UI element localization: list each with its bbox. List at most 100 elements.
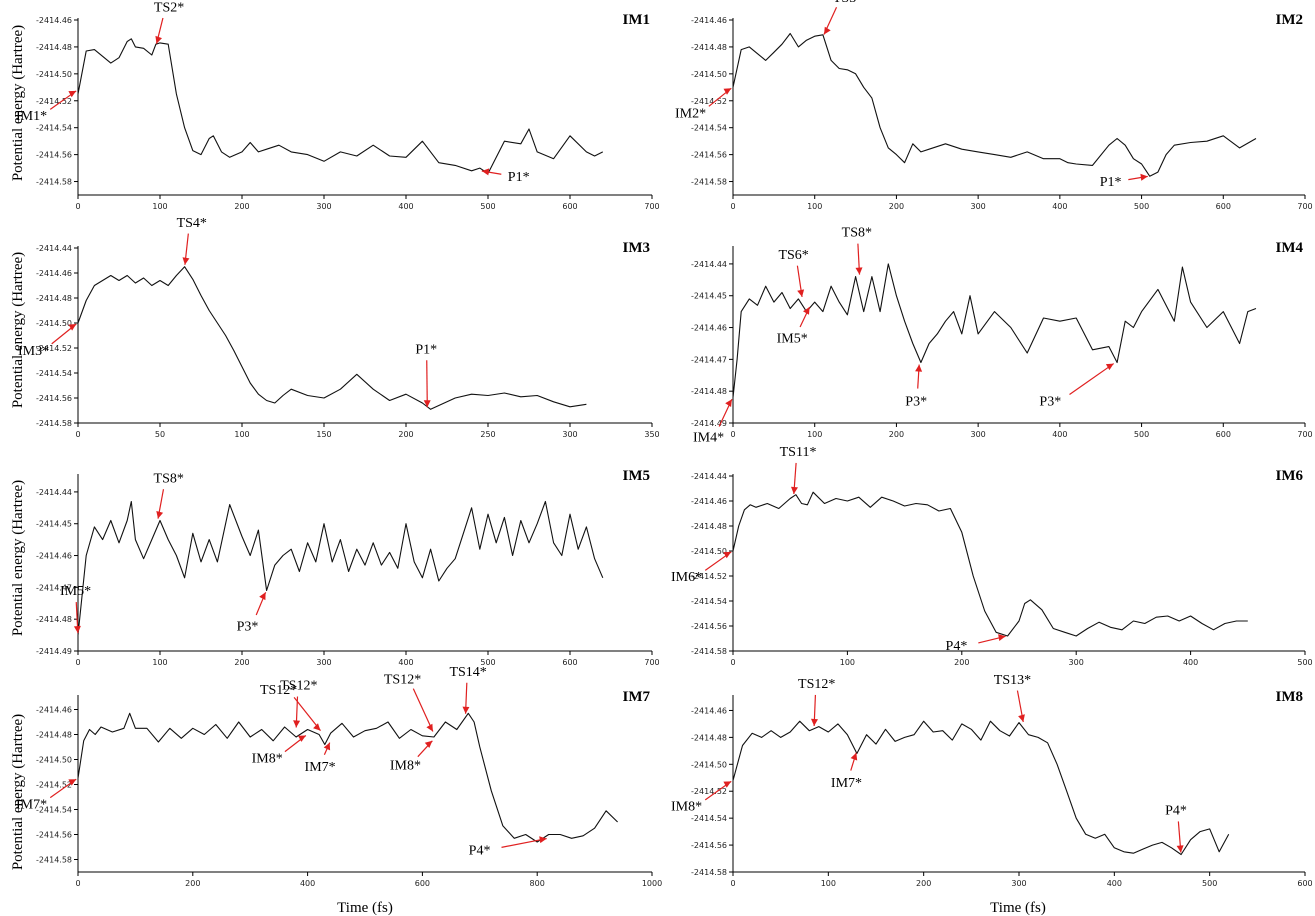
panel-title: IM7 [623,689,651,705]
annotation: P4* [469,836,547,858]
annotation-arrowhead [323,742,331,751]
annotation: IM7* [831,752,862,791]
y-tick-label: -2414.46 [36,706,72,715]
annotation-arrowhead [68,90,77,98]
annotation-arrowhead [182,257,190,265]
y-tick-label: -2414.52 [691,572,727,581]
y-tick-label: -2414.56 [691,622,727,631]
x-axis-label-right: Time (fs) [990,900,1046,916]
y-tick-label: -2414.56 [36,831,72,840]
annotation-arrow [1069,363,1115,395]
chart-panel-IM5: -2414.44 -2414.45 -2414.46 -2414.47 -2414.48… [36,468,660,667]
y-tick-label: -2414.46 [691,16,727,25]
x-tick-label: 0 [730,658,735,667]
panel-title: IM4 [1276,240,1304,256]
x-tick-label: 300 [971,202,986,211]
y-tick-label: -2414.46 [36,269,72,278]
series-line [732,491,1248,637]
y-tick-label: -2414.58 [691,647,727,656]
annotation-arrowhead [423,400,431,408]
y-axis-label-row3: Potential energy (Hartree) [10,480,26,636]
y-tick-label: -2414.44 [36,244,72,253]
panel-title: IM2 [1276,12,1304,28]
annotation-label: IM8* [390,759,421,774]
y-tick-label: -2414.48 [691,43,727,52]
x-tick-label: 400 [398,202,413,211]
annotation-arrowhead [156,511,164,519]
annotation-arrow [293,697,321,731]
y-tick-label: -2414.58 [36,419,72,428]
annotation-arrowhead [481,168,490,176]
annotation: IM6* [671,551,732,585]
annotation-label: IM5* [777,331,808,346]
x-tick-label: 350 [644,430,659,439]
annotation-label: P3* [237,620,259,635]
x-tick-label: 300 [1069,658,1084,667]
y-tick-label: -2414.50 [691,70,727,79]
annotation-label: TS4* [177,216,207,231]
annotation-arrowhead [803,307,810,315]
y-tick-label: -2414.52 [36,344,72,353]
annotation-label: IM5* [60,584,91,599]
annotation-label: IM3* [18,344,49,359]
x-tick-label: 0 [75,430,80,439]
annotation: TS13* [994,673,1031,723]
y-tick-label: -2414.54 [36,806,72,815]
annotation-arrowhead [1140,173,1148,181]
chart-panel-IM4: -2414.44 -2414.45 -2414.46 -2414.47 -2414.48… [691,226,1313,446]
annotation-label: IM8* [252,752,283,767]
annotation-arrowhead [73,625,81,634]
annotation-label: TS8* [842,226,872,241]
y-tick-label: -2414.54 [691,597,727,606]
annotation-arrowhead [1105,363,1114,371]
annotation: TS14* [449,665,487,714]
x-tick-label: 200 [398,430,413,439]
x-axis-label-left: Time (fs) [337,900,393,916]
y-tick-label: -2414.48 [691,733,727,742]
x-tick-label: 100 [821,879,836,888]
annotation-arrowhead [1018,714,1025,722]
y-tick-label: -2414.52 [36,97,72,106]
x-tick-label: 200 [916,879,931,888]
y-tick-label: -2414.58 [691,178,727,187]
annotation-label: IM7* [16,797,47,812]
annotation-label: IM1* [16,109,47,124]
annotation-label: IM8* [671,799,702,814]
annotation-arrowhead [155,35,162,44]
annotation-label: IM7* [305,760,336,775]
annotation-label: IM6* [671,570,702,585]
annotation: TS8* [842,226,872,275]
annotation-label: P4* [946,639,968,654]
x-tick-label: 500 [1134,430,1149,439]
annotation: IM1* [16,90,77,124]
x-tick-label: 0 [730,430,735,439]
annotation-label: P1* [1100,175,1122,190]
x-tick-label: 600 [1216,430,1231,439]
x-tick-label: 0 [75,879,80,888]
annotation-arrowhead [824,26,831,35]
annotation: IM5* [777,306,811,346]
annotation-label: TS12* [280,679,317,694]
x-tick-label: 300 [1011,879,1026,888]
annotation-arrowhead [426,723,433,732]
y-tick-label: -2414.45 [36,520,72,529]
y-tick-label: -2414.48 [36,294,72,303]
annotation-label: P3* [905,395,927,410]
annotation-label: TS3* [833,0,863,6]
y-tick-label: -2414.44 [691,472,727,481]
y-tick-label: -2414.47 [691,355,727,364]
annotation-label: IM7* [831,776,862,791]
annotation-arrowhead [797,289,805,297]
chart-panels: -2414.46 -2414.48 -2414.50 -2414.52 -2414.54… [16,0,1313,888]
y-tick-label: -2414.49 [36,647,72,656]
annotation: IM8* [671,780,732,814]
y-tick-label: -2414.49 [691,419,727,428]
annotation-arrowhead [723,88,732,95]
annotation: IM7* [305,742,336,775]
annotation-arrowhead [850,752,858,761]
series-line [732,32,1257,177]
annotation-label: TS6* [778,248,808,263]
y-axis-label-row1: Potential energy (Hartree) [10,25,26,181]
x-tick-label: 0 [75,202,80,211]
y-tick-label: -2414.46 [36,16,72,25]
